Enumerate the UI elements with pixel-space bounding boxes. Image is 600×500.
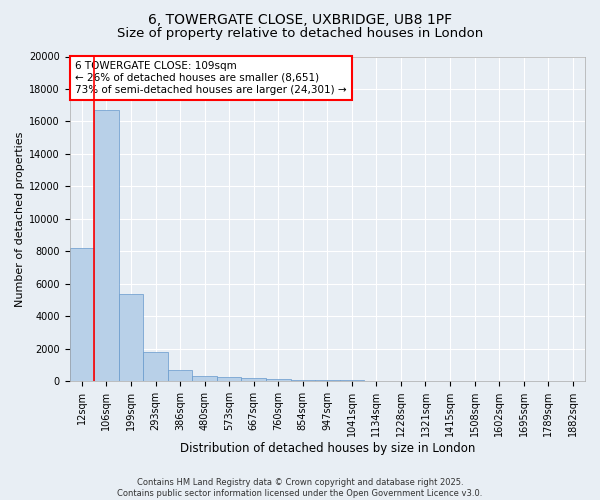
Bar bbox=[119, 294, 143, 381]
Bar bbox=[70, 248, 94, 381]
Bar bbox=[364, 380, 389, 381]
Bar bbox=[315, 380, 340, 381]
Bar bbox=[290, 380, 315, 381]
Bar bbox=[193, 376, 217, 381]
Bar bbox=[217, 377, 241, 381]
Y-axis label: Number of detached properties: Number of detached properties bbox=[15, 131, 25, 306]
Text: 6 TOWERGATE CLOSE: 109sqm
← 26% of detached houses are smaller (8,651)
73% of se: 6 TOWERGATE CLOSE: 109sqm ← 26% of detac… bbox=[75, 62, 346, 94]
Text: Contains HM Land Registry data © Crown copyright and database right 2025.
Contai: Contains HM Land Registry data © Crown c… bbox=[118, 478, 482, 498]
Text: 6, TOWERGATE CLOSE, UXBRIDGE, UB8 1PF: 6, TOWERGATE CLOSE, UXBRIDGE, UB8 1PF bbox=[148, 12, 452, 26]
Bar bbox=[143, 352, 168, 381]
Bar bbox=[266, 380, 290, 381]
Text: Size of property relative to detached houses in London: Size of property relative to detached ho… bbox=[117, 28, 483, 40]
Bar bbox=[168, 370, 193, 381]
X-axis label: Distribution of detached houses by size in London: Distribution of detached houses by size … bbox=[179, 442, 475, 455]
Bar bbox=[241, 378, 266, 381]
Bar bbox=[94, 110, 119, 381]
Bar bbox=[340, 380, 364, 381]
